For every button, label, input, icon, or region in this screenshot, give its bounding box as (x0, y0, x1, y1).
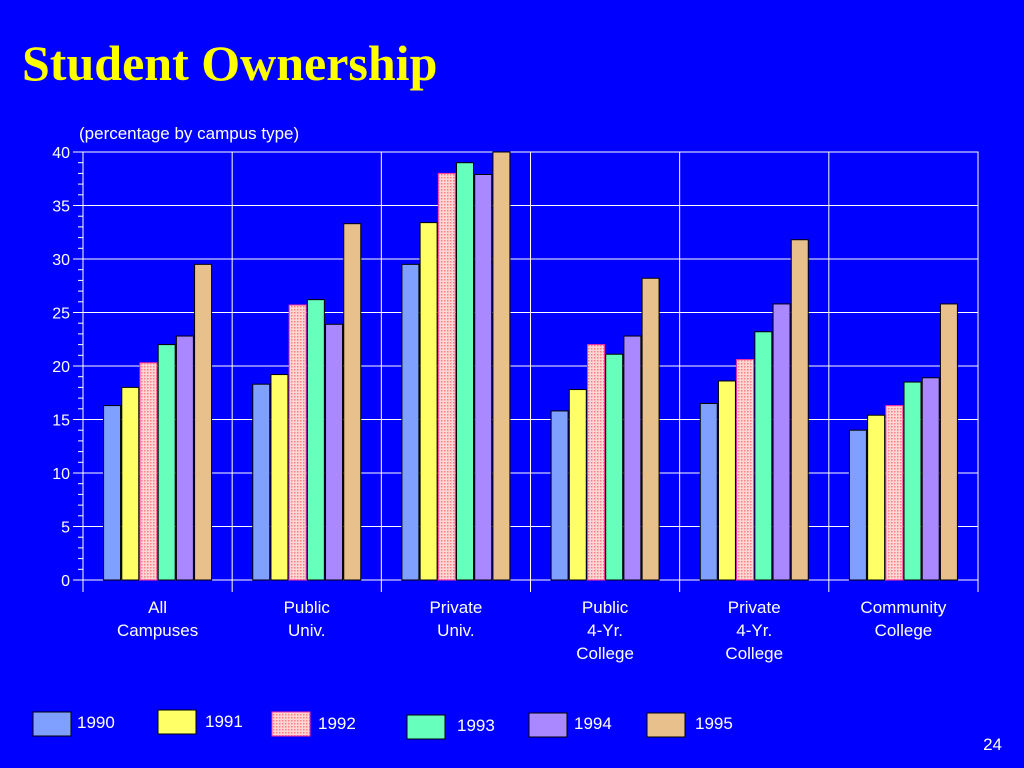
legend-label-1992: 1992 (318, 714, 356, 733)
legend-label-1991: 1991 (205, 712, 243, 731)
x-category-label: College (875, 621, 933, 640)
bar-1990-all-campuses (103, 405, 122, 581)
bar-1991-all-campuses (121, 386, 140, 581)
bar-1993-private-4-yr-college (754, 331, 773, 581)
bar-1995-public-4-yr-college (641, 277, 660, 581)
bar-1991-private-univ- (419, 222, 438, 581)
bar-1992-private-univ- (437, 172, 456, 581)
y-tick-label: 10 (52, 466, 70, 483)
bar-1995-public-univ- (343, 223, 362, 581)
x-category-label: Private (728, 598, 781, 617)
bar-1993-community-college (903, 381, 922, 581)
bar-1990-private-4-yr-college (699, 402, 718, 581)
plot-frame (82, 151, 979, 581)
y-tick-label: 5 (61, 520, 70, 537)
legend-label-1990: 1990 (77, 713, 115, 732)
bar-1994-community-college (921, 377, 940, 581)
legend-label-1994: 1994 (574, 714, 612, 733)
bar-1990-public-univ- (252, 383, 271, 581)
bar-1991-community-college (867, 414, 886, 581)
bar-1992-public-univ- (288, 304, 307, 581)
bar-1995-private-univ- (492, 151, 511, 581)
x-category-label: College (725, 644, 783, 663)
legend-label-1995: 1995 (695, 714, 733, 733)
bar-1995-all-campuses (194, 263, 213, 581)
x-category-label: Univ. (437, 621, 474, 640)
legend-swatch-1990 (32, 711, 72, 737)
slide-title: Student Ownership (22, 35, 438, 91)
y-tick-label: 30 (52, 252, 70, 269)
x-category-label: 4-Yr. (587, 621, 623, 640)
legend-swatch-1991 (157, 709, 197, 735)
bar-1995-private-4-yr-college (790, 239, 809, 581)
x-category-label: Community (860, 598, 946, 617)
bar-1994-public-univ- (325, 323, 344, 581)
bar-1994-private-4-yr-college (772, 303, 791, 581)
legend-swatch-1993 (406, 714, 446, 740)
chart-subtitle: (percentage by campus type) (79, 124, 300, 143)
bar-1993-public-4-yr-college (605, 353, 624, 581)
bar-1994-private-univ- (474, 173, 493, 581)
bar-1991-private-4-yr-college (717, 380, 736, 581)
bar-1994-all-campuses (175, 335, 194, 581)
bar-1990-private-univ- (401, 263, 420, 581)
x-category-label: Public (284, 598, 331, 617)
x-category-label: Public (582, 598, 629, 617)
bar-1991-public-univ- (270, 374, 289, 581)
x-category-label: College (576, 644, 634, 663)
legend-swatch-1994 (528, 712, 568, 738)
bar-1993-private-univ- (456, 162, 475, 581)
bar-1990-community-college (848, 429, 867, 581)
bar-1993-public-univ- (306, 299, 325, 581)
x-category-label: Campuses (117, 621, 198, 640)
y-tick-label: 20 (52, 359, 70, 376)
x-category-label: Private (429, 598, 482, 617)
x-category-label: Univ. (288, 621, 325, 640)
bar-1993-all-campuses (157, 344, 176, 581)
y-tick-label: 35 (52, 199, 70, 216)
bar-1995-community-college (939, 303, 958, 581)
bar-1992-public-4-yr-college (586, 344, 605, 581)
bar-1992-community-college (885, 405, 904, 581)
legend-swatch-1992 (271, 711, 311, 737)
y-tick-label: 25 (52, 306, 70, 323)
x-category-label: All (148, 598, 167, 617)
y-tick-label: 15 (52, 413, 70, 430)
bar-1994-public-4-yr-college (623, 335, 642, 581)
y-tick-label: 0 (61, 573, 70, 590)
legend-label-1993: 1993 (457, 716, 495, 735)
page-number: 24 (983, 735, 1002, 754)
x-category-label: 4-Yr. (736, 621, 772, 640)
y-tick-label: 40 (52, 145, 70, 162)
bar-1990-public-4-yr-college (550, 410, 569, 581)
bar-1991-public-4-yr-college (568, 389, 587, 581)
bar-1992-all-campuses (139, 362, 158, 581)
bar-1992-private-4-yr-college (736, 359, 755, 581)
legend-swatch-1995 (646, 712, 686, 738)
